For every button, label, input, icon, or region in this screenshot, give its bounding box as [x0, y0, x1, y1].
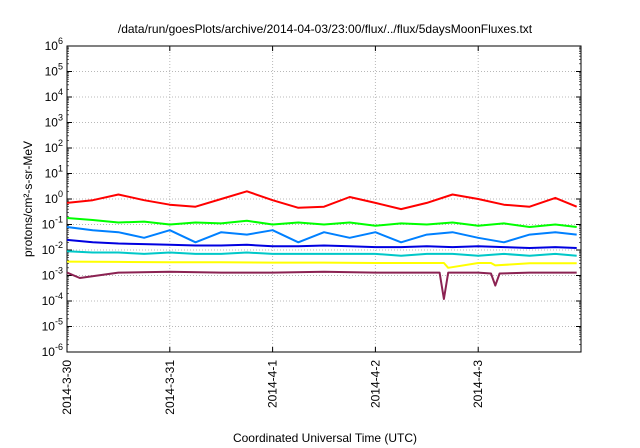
y-tick-label: 10-2: [42, 240, 63, 257]
y-tick-label: 10-1: [42, 215, 63, 232]
y-tick-label: 103: [45, 113, 63, 130]
plot-frame: [66, 45, 582, 353]
y-tick-label: 104: [45, 87, 63, 104]
y-tick-label: 10-3: [42, 266, 63, 283]
y-tick-label: 10-4: [42, 291, 63, 308]
series-line-1: [66, 190, 578, 211]
x-tick-label: 2014-3-31: [163, 360, 177, 415]
y-tick-label: 106: [45, 36, 63, 53]
x-tick-labels: 2014-3-30 2014-3-31 2014-4-1 2014-4-2 2014-4…: [60, 360, 485, 415]
x-tick-label: 2014-4-2: [368, 360, 382, 408]
series-line-2: [66, 217, 577, 228]
y-tick-label: 100: [45, 189, 63, 206]
y-tick-labels: 106 105 104 103 102 101 100 10-1 10-2 10-3 10-4 10-…: [42, 36, 63, 359]
grid-lines: [66, 45, 581, 353]
chart-title: /data/run/goesPlots/archive/2014-04-03/2…: [118, 22, 533, 36]
series-line-7: [66, 270, 577, 300]
x-tick-label: 2014-4-3: [471, 360, 485, 408]
y-tick-label: 105: [45, 62, 63, 79]
series-line-4: [66, 238, 577, 249]
series-line-6: [66, 260, 577, 269]
series-lines: [66, 190, 578, 300]
y-tick-label: 101: [45, 164, 63, 181]
y-tick-label: 102: [45, 138, 63, 155]
series-line-3: [66, 226, 577, 244]
y-axis-label: protons/cm²-s-sr-MeV: [21, 141, 35, 257]
series-line-5: [66, 250, 577, 257]
y-tick-label: 10-5: [42, 317, 63, 334]
x-tick-label: 2014-3-30: [60, 360, 74, 415]
x-axis-label: Coordinated Universal Time (UTC): [233, 431, 417, 445]
x-tick-label: 2014-4-1: [266, 360, 280, 408]
y-tick-label: 10-6: [42, 342, 63, 359]
